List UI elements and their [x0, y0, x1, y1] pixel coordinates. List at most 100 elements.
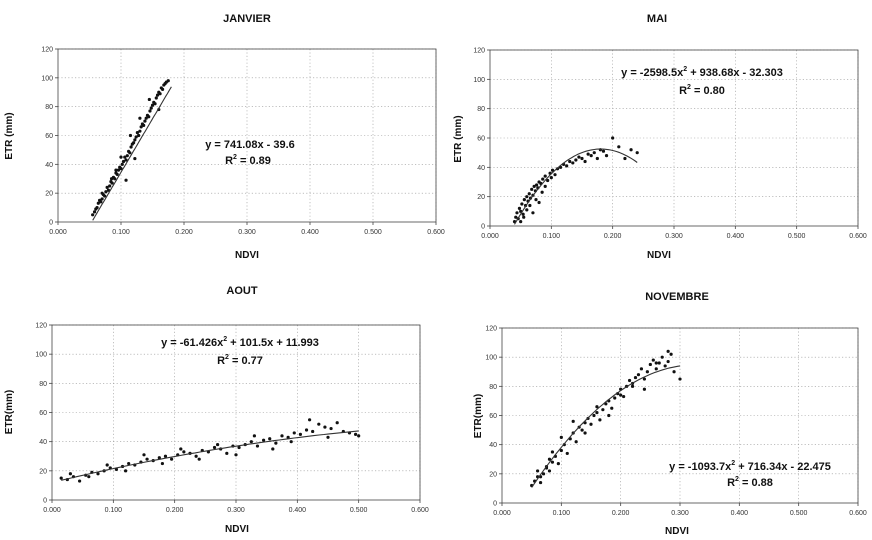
- data-point: [538, 480, 543, 485]
- chart-novembre: NOVEMBRE NDVI ETR(mm) 0 20 40 60 80 100 120 0.0…: [473, 291, 867, 537]
- x-tick-label: 0.500: [790, 510, 808, 517]
- data-point: [106, 188, 110, 192]
- data-point: [148, 109, 152, 113]
- y-tick-label: 120: [485, 326, 497, 333]
- data-point: [535, 183, 539, 187]
- x-axis-label: NDVI: [665, 526, 689, 537]
- data-point: [565, 164, 569, 168]
- data-point: [110, 181, 114, 185]
- data-point: [574, 440, 578, 444]
- data-point: [160, 87, 165, 91]
- data-point: [99, 200, 103, 204]
- data-point: [536, 469, 540, 473]
- data-point: [103, 194, 107, 198]
- chart-mai: MAI NDVI ETR (mm) 0 20 40 60 80 100 120 0.000 0.…: [453, 13, 867, 261]
- data-point: [133, 156, 137, 161]
- data-point: [580, 156, 584, 161]
- data-point: [565, 451, 569, 456]
- data-point: [622, 394, 626, 399]
- data-point: [541, 472, 546, 476]
- data-point: [610, 406, 614, 410]
- regression-equation: y = -1093.7x2 + 716.34x - 22.475: [669, 460, 831, 473]
- data-point: [212, 445, 217, 450]
- r-squared-label: R2 = 0.88: [727, 476, 773, 489]
- y-tick-label: 0: [43, 498, 47, 505]
- y-tick-label: 100: [473, 77, 485, 84]
- data-point: [595, 156, 599, 161]
- x-tick-label: 0.100: [105, 507, 123, 514]
- data-point: [521, 212, 525, 216]
- y-tick-label: 40: [477, 165, 485, 172]
- x-tick-label: 0.400: [289, 507, 307, 514]
- data-point: [197, 457, 201, 461]
- x-tick-label: 0.400: [301, 229, 319, 236]
- data-point: [143, 119, 147, 123]
- data-point: [155, 93, 160, 97]
- data-point: [120, 162, 124, 166]
- data-point: [119, 167, 123, 171]
- data-point: [105, 185, 109, 189]
- data-point: [577, 155, 581, 159]
- y-tick-label: 80: [477, 106, 485, 113]
- x-tick-label: 0.300: [238, 229, 256, 236]
- data-point: [95, 205, 99, 210]
- x-axis-label: NDVI: [225, 524, 249, 535]
- chart-title: JANVIER: [223, 13, 271, 25]
- x-tick-label: 0.400: [727, 233, 745, 240]
- data-point: [123, 155, 127, 159]
- y-tick-label: 20: [45, 191, 53, 198]
- data-point: [654, 361, 658, 365]
- y-tick-label: 0: [49, 220, 53, 227]
- data-point: [194, 454, 198, 458]
- data-point: [234, 453, 238, 457]
- data-point: [138, 129, 142, 133]
- y-tick-label: 0: [481, 224, 485, 231]
- x-tick-label: 0.000: [43, 507, 61, 514]
- data-point: [630, 384, 635, 388]
- y-tick-label: 120: [473, 48, 485, 55]
- data-point: [645, 370, 649, 374]
- x-tick-label: 0.600: [427, 229, 445, 236]
- data-point: [124, 178, 128, 182]
- data-point: [654, 367, 658, 371]
- data-point: [601, 408, 605, 412]
- data-point: [154, 96, 158, 100]
- y-tick-label: 60: [45, 133, 53, 140]
- x-tick-label: 0.600: [849, 233, 867, 240]
- data-point: [137, 133, 141, 138]
- data-point: [121, 159, 126, 164]
- data-point: [635, 151, 639, 155]
- regression-equation: y = -2598.5x2 + 938.68x - 32.303: [621, 66, 783, 79]
- data-point: [145, 457, 149, 461]
- data-point: [163, 454, 168, 458]
- data-point: [589, 422, 593, 426]
- x-tick-label: 0.200: [166, 507, 184, 514]
- y-tick-label: 20: [477, 194, 485, 201]
- data-point: [574, 158, 578, 162]
- data-point: [520, 202, 524, 206]
- data-point: [225, 451, 229, 455]
- data-point: [586, 152, 590, 156]
- data-point: [68, 472, 72, 476]
- data-point: [604, 154, 609, 158]
- data-point: [639, 367, 644, 371]
- y-tick-label: 120: [41, 47, 53, 54]
- data-point: [128, 133, 133, 138]
- y-tick-label: 80: [45, 104, 53, 111]
- data-point: [149, 106, 153, 110]
- data-point: [105, 463, 109, 467]
- data-point: [323, 425, 327, 429]
- data-point: [617, 145, 621, 149]
- data-point: [592, 413, 596, 418]
- data-point: [274, 441, 278, 445]
- data-point: [595, 410, 599, 415]
- data-point: [237, 445, 241, 450]
- data-point: [326, 435, 330, 439]
- data-point: [532, 184, 536, 188]
- data-point: [286, 435, 290, 439]
- data-point: [271, 447, 275, 451]
- r-squared-label: R2 = 0.80: [679, 84, 725, 97]
- data-point: [114, 168, 118, 172]
- x-tick-label: 0.000: [49, 229, 67, 236]
